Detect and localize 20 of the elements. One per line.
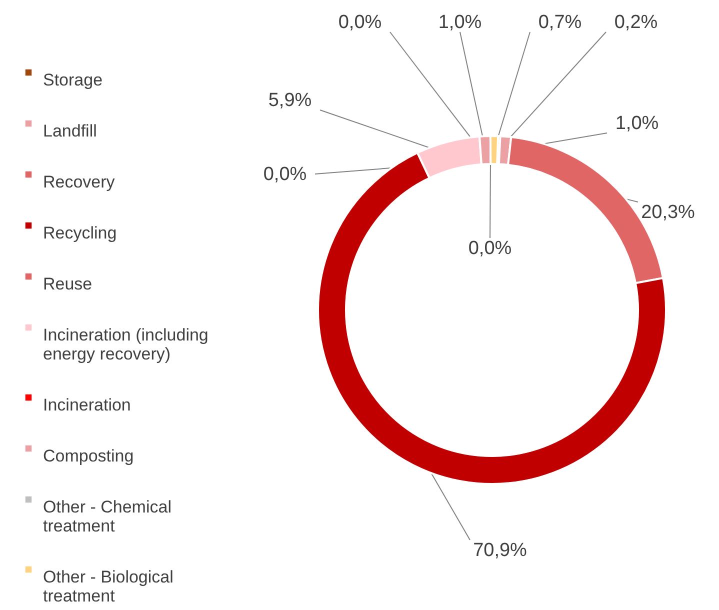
data-label: 70,9% (473, 540, 528, 561)
data-label: 5,9% (268, 90, 312, 111)
legend-label: Storage (43, 70, 103, 90)
legend-label: Other - Chemical treatment (43, 498, 172, 536)
data-label: 20,3% (641, 202, 696, 223)
text: 0,0% (263, 164, 307, 185)
data-label: 1,0% (615, 113, 659, 134)
legend-label: Composting (43, 446, 134, 466)
legend-label: Incineration (including energy recovery) (43, 326, 208, 364)
legend-label: Reuse (43, 274, 92, 294)
legend-label: Recovery (43, 172, 116, 192)
legend-label: Landfill (43, 122, 97, 140)
legend-label: Incineration (43, 396, 131, 414)
text: 0,0% (338, 12, 382, 33)
data-label: 0,7% (538, 12, 582, 33)
legend-label: Other - Biological treatment (43, 568, 174, 606)
data-label: 1,0% (438, 12, 482, 33)
legend-label: Recycling (43, 224, 117, 242)
text: 0,0% (468, 238, 512, 259)
data-label: 0,2% (614, 12, 658, 33)
